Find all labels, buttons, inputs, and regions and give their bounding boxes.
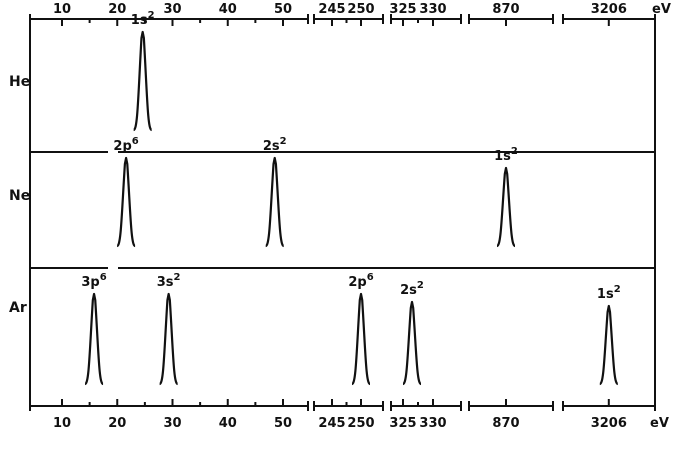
top-tick-label-870: 870	[492, 2, 519, 17]
peak-label-ar-2p6: 2p6	[348, 272, 373, 290]
element-label-he: He	[9, 74, 30, 90]
peak-ar-2s2	[401, 300, 423, 386]
peak-he-1s2	[132, 30, 153, 132]
bottom-tick-label-325: 325	[389, 416, 416, 431]
peak-ar-3p6	[83, 292, 105, 386]
peak-ar-1s2	[598, 304, 619, 386]
peak-label-ar-3p6: 3p6	[81, 272, 106, 290]
bottom-tick-label-250: 250	[347, 416, 374, 431]
bottom-tick-label-245: 245	[318, 416, 345, 431]
peak-ar-3s2	[158, 292, 179, 386]
top-tick-label-30: 30	[163, 2, 181, 17]
peak-label-ar-1s2: 1s2	[597, 284, 621, 302]
panel-ar: Ar 3p6 3s2 2p6 2s2 1s2	[9, 272, 621, 386]
top-tick-label-325: 325	[389, 2, 416, 17]
panel-he: He 1s2	[9, 10, 155, 132]
peak-ar-2p6	[350, 292, 372, 386]
top-tick-label-20: 20	[108, 2, 126, 17]
top-tick-label-40: 40	[219, 2, 237, 17]
peak-label-ne-2s2: 2s2	[263, 136, 287, 154]
top-tick-label-250: 250	[347, 2, 374, 17]
peak-label-ne-1s2: 1s2	[494, 146, 518, 164]
bottom-tick-label-870: 870	[492, 416, 519, 431]
panel-ne: Ne 2p6 2s2 1s2	[9, 136, 518, 248]
bottom-axis: 10 20 30 40 50 245 250 325 330 870 3206 eV	[29, 399, 669, 431]
top-tick-label-50: 50	[274, 2, 292, 17]
peak-ne-1s2	[495, 166, 517, 248]
bottom-tick-label-20: 20	[108, 416, 126, 431]
top-axis: 10 20 30 40 50 245 250 325 330 870 3206 eV	[29, 2, 671, 26]
top-tick-label-10: 10	[53, 2, 71, 17]
spectrum-panels: He 1s2 Ne 2p6 2s2 1s2 Ar 3p6 3s2 2p6 2s2 1s2	[9, 10, 621, 386]
bottom-tick-label-50: 50	[274, 416, 292, 431]
element-label-ne: Ne	[9, 188, 30, 204]
peak-ne-2p6	[116, 156, 137, 248]
top-tick-label-330: 330	[419, 2, 446, 17]
bottom-unit-label: eV	[650, 416, 669, 431]
top-tick-label-245: 245	[318, 2, 345, 17]
bottom-tick-label-40: 40	[219, 416, 237, 431]
bottom-tick-label-10: 10	[53, 416, 71, 431]
top-tick-label-3206: 3206	[591, 2, 627, 17]
bottom-tick-label-3206: 3206	[591, 416, 627, 431]
peak-label-ne-2p6: 2p6	[113, 136, 138, 154]
chart-frame	[29, 19, 656, 406]
peak-label-ar-2s2: 2s2	[400, 280, 424, 298]
bottom-tick-label-330: 330	[419, 416, 446, 431]
peak-label-he-1s2: 1s2	[131, 10, 155, 28]
top-unit-label: eV	[652, 2, 671, 17]
element-label-ar: Ar	[9, 300, 27, 316]
peak-ne-2s2	[264, 156, 285, 248]
peak-label-ar-3s2: 3s2	[157, 272, 181, 290]
bottom-tick-label-30: 30	[163, 416, 181, 431]
